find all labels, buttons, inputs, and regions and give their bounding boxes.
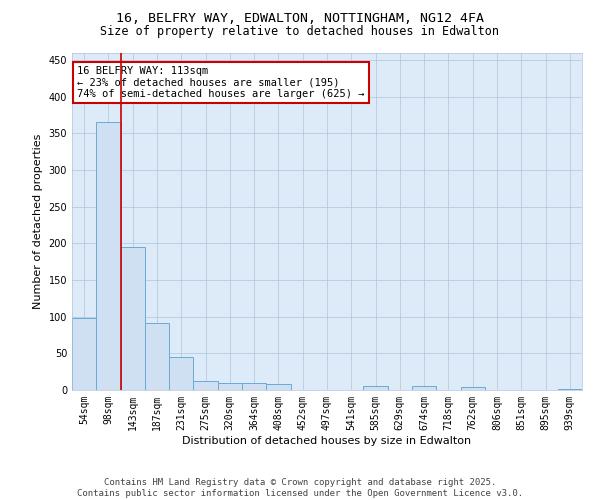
Text: Size of property relative to detached houses in Edwalton: Size of property relative to detached ho… bbox=[101, 24, 499, 38]
Bar bbox=[121, 247, 145, 390]
Bar bbox=[72, 318, 96, 390]
Bar bbox=[193, 381, 218, 390]
X-axis label: Distribution of detached houses by size in Edwalton: Distribution of detached houses by size … bbox=[182, 436, 472, 446]
Text: 16, BELFRY WAY, EDWALTON, NOTTINGHAM, NG12 4FA: 16, BELFRY WAY, EDWALTON, NOTTINGHAM, NG… bbox=[116, 12, 484, 26]
Text: 16 BELFRY WAY: 113sqm
← 23% of detached houses are smaller (195)
74% of semi-det: 16 BELFRY WAY: 113sqm ← 23% of detached … bbox=[77, 66, 365, 99]
Bar bbox=[96, 122, 121, 390]
Bar bbox=[266, 384, 290, 390]
Bar bbox=[412, 386, 436, 390]
Bar bbox=[461, 387, 485, 390]
Bar bbox=[169, 357, 193, 390]
Text: Contains HM Land Registry data © Crown copyright and database right 2025.
Contai: Contains HM Land Registry data © Crown c… bbox=[77, 478, 523, 498]
Bar bbox=[242, 382, 266, 390]
Bar bbox=[218, 382, 242, 390]
Bar bbox=[364, 386, 388, 390]
Bar bbox=[145, 322, 169, 390]
Y-axis label: Number of detached properties: Number of detached properties bbox=[33, 134, 43, 309]
